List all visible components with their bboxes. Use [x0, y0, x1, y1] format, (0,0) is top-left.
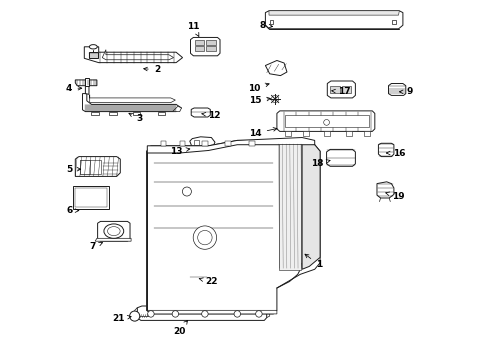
Text: 9: 9: [399, 87, 412, 96]
Polygon shape: [189, 137, 215, 149]
Polygon shape: [387, 84, 405, 95]
Text: 2: 2: [143, 65, 160, 74]
Polygon shape: [391, 20, 395, 24]
Ellipse shape: [89, 45, 97, 49]
Polygon shape: [326, 149, 355, 166]
Text: 19: 19: [385, 192, 404, 201]
Text: 3: 3: [129, 113, 142, 123]
Polygon shape: [376, 182, 393, 198]
Text: 22: 22: [199, 277, 217, 286]
Polygon shape: [89, 52, 98, 58]
Polygon shape: [265, 60, 286, 76]
Polygon shape: [146, 310, 276, 314]
FancyBboxPatch shape: [329, 86, 339, 93]
Polygon shape: [194, 140, 199, 145]
Polygon shape: [158, 112, 165, 115]
Text: 17: 17: [331, 87, 350, 96]
Polygon shape: [91, 112, 99, 115]
Text: 10: 10: [248, 83, 268, 93]
Polygon shape: [75, 80, 97, 94]
Polygon shape: [326, 81, 355, 98]
Polygon shape: [248, 141, 254, 146]
Polygon shape: [109, 112, 117, 115]
Polygon shape: [276, 111, 374, 131]
Text: 16: 16: [386, 149, 405, 158]
Polygon shape: [284, 115, 368, 127]
Polygon shape: [193, 276, 203, 279]
Polygon shape: [302, 140, 320, 269]
Polygon shape: [324, 131, 329, 136]
Ellipse shape: [182, 187, 191, 196]
Polygon shape: [225, 141, 231, 146]
Text: 13: 13: [170, 147, 189, 156]
Polygon shape: [172, 106, 181, 112]
FancyBboxPatch shape: [85, 78, 89, 86]
Polygon shape: [137, 306, 266, 320]
FancyBboxPatch shape: [206, 40, 215, 45]
FancyBboxPatch shape: [75, 188, 107, 207]
Polygon shape: [266, 308, 269, 318]
Circle shape: [172, 311, 178, 317]
Polygon shape: [284, 131, 290, 136]
Polygon shape: [268, 11, 399, 15]
Polygon shape: [95, 238, 131, 241]
Polygon shape: [269, 20, 273, 24]
Text: 12: 12: [202, 111, 220, 120]
Text: 1: 1: [305, 254, 322, 269]
Text: 5: 5: [66, 165, 81, 174]
Polygon shape: [202, 141, 207, 146]
Polygon shape: [265, 11, 402, 29]
Circle shape: [234, 311, 240, 317]
Circle shape: [201, 311, 208, 317]
Polygon shape: [75, 157, 120, 176]
Polygon shape: [102, 50, 173, 60]
Polygon shape: [147, 138, 314, 153]
FancyBboxPatch shape: [80, 160, 101, 174]
Circle shape: [323, 120, 329, 125]
Text: 15: 15: [249, 96, 270, 105]
Polygon shape: [278, 144, 301, 270]
Polygon shape: [302, 131, 308, 136]
FancyBboxPatch shape: [73, 186, 108, 209]
Polygon shape: [160, 141, 166, 146]
Polygon shape: [134, 308, 137, 318]
Ellipse shape: [193, 226, 216, 249]
Text: 8: 8: [259, 21, 272, 30]
Polygon shape: [363, 131, 369, 136]
FancyBboxPatch shape: [194, 46, 204, 51]
Polygon shape: [84, 47, 182, 63]
Polygon shape: [346, 131, 351, 136]
Circle shape: [255, 311, 262, 317]
FancyBboxPatch shape: [206, 46, 215, 51]
Ellipse shape: [107, 227, 120, 236]
Polygon shape: [98, 221, 130, 241]
Circle shape: [147, 311, 154, 317]
Polygon shape: [189, 272, 206, 283]
Text: 14: 14: [249, 127, 276, 138]
Text: 7: 7: [90, 242, 102, 251]
Circle shape: [129, 311, 140, 321]
Text: 18: 18: [310, 159, 329, 168]
Circle shape: [271, 95, 278, 103]
Polygon shape: [82, 94, 181, 112]
Ellipse shape: [197, 230, 212, 245]
Polygon shape: [179, 141, 185, 146]
Text: 20: 20: [172, 320, 187, 336]
Text: 4: 4: [66, 84, 81, 93]
Polygon shape: [146, 140, 320, 314]
Text: 11: 11: [187, 22, 199, 36]
Polygon shape: [133, 112, 140, 115]
Polygon shape: [378, 143, 393, 157]
Text: 21: 21: [112, 314, 131, 323]
Ellipse shape: [104, 224, 123, 238]
Text: 6: 6: [66, 206, 79, 215]
FancyBboxPatch shape: [194, 40, 204, 45]
Polygon shape: [191, 108, 210, 117]
FancyBboxPatch shape: [341, 86, 350, 93]
FancyBboxPatch shape: [80, 160, 89, 174]
Polygon shape: [89, 95, 175, 103]
Polygon shape: [190, 37, 220, 56]
